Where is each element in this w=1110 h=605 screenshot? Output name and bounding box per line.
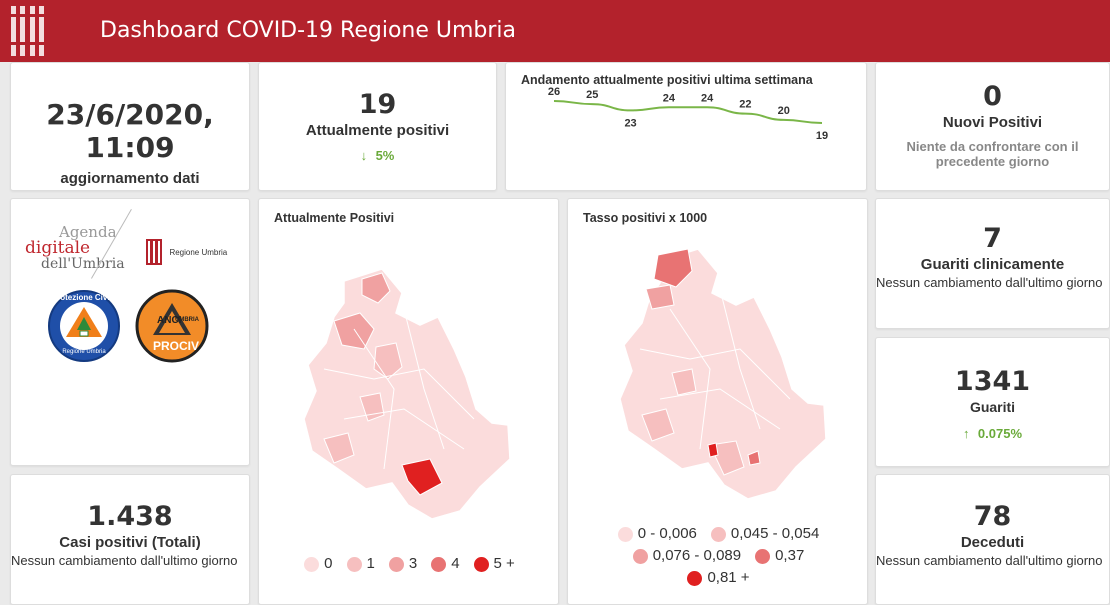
deceduti-card: 78 Deceduti Nessun cambiamento dall'ulti…: [875, 474, 1110, 605]
trend-point-label: 20: [778, 105, 790, 117]
positives-change: ↓ 5%: [259, 147, 496, 165]
guariti-clinicamente-note: Nessun cambiamento dall'ultimo giorno: [876, 275, 1103, 290]
trend-card: Andamento attualmente positivi ultima se…: [505, 62, 867, 191]
trend-line: [553, 100, 823, 124]
regione-umbria-logo: Regione Umbria: [146, 239, 227, 265]
new-positives-note: Niente da confrontare con il precedente …: [906, 139, 1079, 169]
trend-point-label: 26: [548, 86, 560, 98]
legend-label: 1: [366, 555, 375, 573]
legend-label: 5 +: [493, 555, 515, 573]
umbria-tasso-map[interactable]: [620, 249, 830, 499]
update-label: aggiornamento dati: [60, 170, 200, 187]
legend-label: 0,37: [775, 547, 805, 565]
deceduti-note: Nessun cambiamento dall'ultimo giorno: [876, 553, 1103, 568]
legend-swatch: [346, 556, 362, 572]
arrow-up-icon: ↑: [962, 426, 970, 441]
casi-totali-label: Casi positivi (Totali): [59, 534, 201, 551]
map-tasso-card: Tasso positivi x 1000 0 - 0,006 0,045 - 0…: [567, 198, 868, 605]
trend-point-label: 24: [663, 92, 676, 104]
logos-card: Agenda digitale dell'Umbria Regione Umbr…: [10, 198, 250, 466]
map-tasso-legend: 0 - 0,006 0,045 - 0,054 0,076 - 0,089 0,37 0…: [588, 523, 849, 590]
legend-label: 4: [451, 555, 460, 573]
deceduti-label: Deceduti: [960, 534, 1025, 551]
legend-swatch: [473, 556, 489, 572]
trend-sparkline: 26 25 23 24 24 22 20 19: [548, 86, 828, 142]
legend-label: 0,076 - 0,089: [652, 547, 742, 565]
legend-swatch: [388, 556, 404, 572]
legend-label: 0 - 0,006: [637, 525, 697, 542]
guariti-label: Guariti: [969, 399, 1016, 415]
legend-item: 5 +: [473, 555, 515, 573]
guariti-clinicamente-label: Guariti clinicamente: [920, 256, 1065, 273]
new-positives-card: 0 Nuovi Positivi Niente da confrontare c…: [875, 62, 1110, 191]
legend-swatch: [617, 526, 633, 542]
positives-label: Attualmente positivi: [305, 122, 450, 139]
positives-card: 19 Attualmente positivi ↓ 5%: [258, 62, 497, 191]
legend-item: 0 - 0,006: [617, 523, 697, 545]
legend-swatch: [755, 548, 771, 564]
legend-item: 0,37: [755, 545, 804, 567]
trend-title: Andamento attualmente positivi ultima se…: [521, 73, 813, 87]
legend-label: 0,81 +: [707, 569, 750, 587]
deceduti-value: 78: [973, 501, 1012, 532]
legend-item: 3: [388, 555, 418, 573]
casi-totali-card: 1.438 Casi positivi (Totali) Nessun camb…: [10, 474, 250, 605]
legend-swatch: [431, 556, 447, 572]
legend-item: 0: [304, 555, 333, 573]
new-positives-value: 0: [983, 81, 1002, 112]
legend-item: 4: [431, 555, 460, 573]
casi-totali-value: 1.438: [87, 501, 173, 532]
trend-point-label: 25: [586, 89, 598, 101]
map-positivi-legend: 0 1 3 4 5 +: [259, 555, 560, 573]
legend-swatch: [687, 571, 703, 586]
trend-point-label: 24: [701, 92, 714, 104]
casi-totali-note: Nessun cambiamento dall'ultimo giorno: [11, 553, 238, 568]
legend-label: 0: [324, 555, 333, 573]
legend-item: 1: [346, 555, 375, 573]
legend-label: 3: [408, 555, 418, 573]
guariti-clinicamente-value: 7: [983, 223, 1002, 254]
arrow-down-icon: ↓: [360, 148, 368, 163]
legend-item: 0,045 - 0,054: [710, 523, 820, 545]
map-positivi-title: Attualmente Positivi: [274, 211, 395, 225]
update-card: 23/6/2020, 11:09 aggiornamento dati: [10, 62, 250, 191]
legend-swatch: [710, 526, 726, 542]
regione-umbria-small-icon: [146, 239, 162, 265]
guariti-value: 1341: [954, 366, 1031, 397]
header-bar: Dashboard COVID-19 Regione Umbria: [0, 0, 1110, 62]
guariti-change: ↑ 0.075%: [876, 425, 1109, 443]
regione-umbria-logo-icon: [11, 6, 44, 56]
anci-prociv-icon: [135, 289, 209, 363]
trend-point-label: 19: [816, 130, 828, 142]
guariti-change-text: 0.075%: [977, 426, 1023, 441]
umbria-positivi-map[interactable]: [304, 269, 514, 519]
protezione-civile-icon: [48, 290, 120, 362]
map-tasso-title: Tasso positivi x 1000: [583, 211, 708, 225]
legend-item: 0,076 - 0,089: [632, 545, 742, 567]
trend-point-label: 23: [624, 117, 636, 129]
new-positives-label: Nuovi Positivi: [942, 114, 1043, 131]
legend-item: 0,81 +: [687, 567, 750, 589]
positives-value: 19: [358, 89, 397, 120]
update-datetime: 23/6/2020, 11:09: [46, 98, 214, 164]
legend-swatch: [304, 556, 320, 572]
trend-point-label: 22: [739, 99, 751, 111]
positives-change-text: 5%: [375, 148, 395, 163]
dashboard-title: Dashboard COVID-19 Regione Umbria: [100, 18, 517, 43]
map-positivi-card: Attualmente Positivi 0 1 3 4 5 +: [258, 198, 559, 605]
guariti-clinicamente-card: 7 Guariti clinicamente Nessun cambiament…: [875, 198, 1110, 329]
agenda-digitale-logo: Agenda digitale dell'Umbria: [25, 223, 125, 272]
legend-label: 0,045 - 0,054: [730, 525, 820, 542]
legend-swatch: [632, 548, 648, 564]
guariti-card: 1341 Guariti ↑ 0.075%: [875, 337, 1110, 467]
